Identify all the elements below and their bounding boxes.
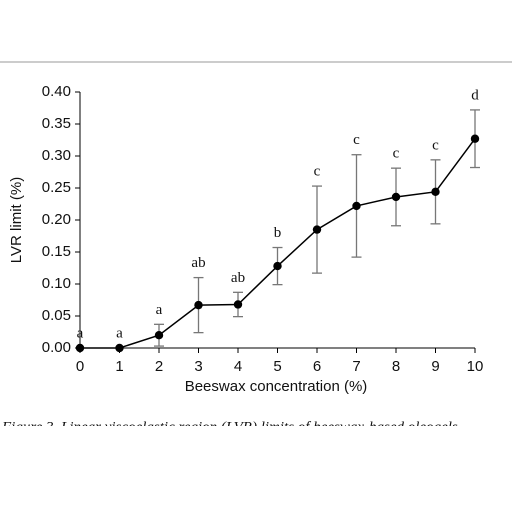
x-tick-label: 2	[155, 358, 163, 375]
x-tick-label: 10	[467, 358, 484, 375]
y-tick-label: 0.20	[42, 211, 71, 228]
annotation: c	[393, 146, 400, 162]
y-tick-label: 0.25	[42, 179, 71, 196]
x-tick-label: 9	[431, 358, 439, 375]
point	[470, 134, 480, 143]
x-tick-label: 7	[352, 358, 360, 375]
y-axis-label: LVR limit (%)	[8, 177, 25, 263]
point	[233, 300, 243, 309]
series-line	[80, 138, 476, 349]
y-tick-label: 0.05	[42, 307, 71, 324]
x-tick-label: 4	[234, 358, 242, 375]
point	[75, 343, 85, 353]
x-tick-label: 1	[115, 358, 123, 375]
x-tick-label: 3	[194, 358, 202, 375]
y-tick-label: 0.40	[42, 83, 71, 100]
annotation: a	[116, 325, 123, 341]
y-tick-label: 0.00	[42, 339, 71, 356]
y-tick-label: 0.10	[42, 275, 71, 292]
annotation: c	[314, 164, 321, 180]
annotation: c	[353, 132, 360, 148]
annotation: a	[77, 325, 84, 341]
x-tick-label: 8	[392, 358, 400, 375]
point	[194, 300, 203, 310]
annotation: b	[274, 225, 282, 241]
annotation: ab	[191, 255, 205, 271]
annotation: ab	[231, 270, 245, 286]
x-tick-label: 6	[313, 358, 321, 375]
annotation: a	[156, 302, 163, 318]
point	[115, 343, 124, 353]
point	[312, 225, 322, 234]
y-tick-label: 0.35	[42, 115, 71, 132]
point	[154, 331, 164, 340]
point	[273, 261, 282, 271]
x-axis-label: Beeswax concentration (%)	[185, 378, 368, 395]
y-tick-label: 0.15	[42, 243, 71, 260]
x-tick-label: 5	[273, 358, 281, 375]
point	[431, 187, 440, 197]
x-tick-label: 0	[76, 358, 84, 375]
point	[352, 201, 361, 211]
y-tick-label: 0.30	[42, 147, 71, 164]
annotation: d	[471, 87, 479, 103]
point	[391, 192, 401, 202]
caption: Figure 3. Linear viscoelastic region (LV…	[1, 419, 458, 435]
annotation: c	[432, 137, 439, 153]
